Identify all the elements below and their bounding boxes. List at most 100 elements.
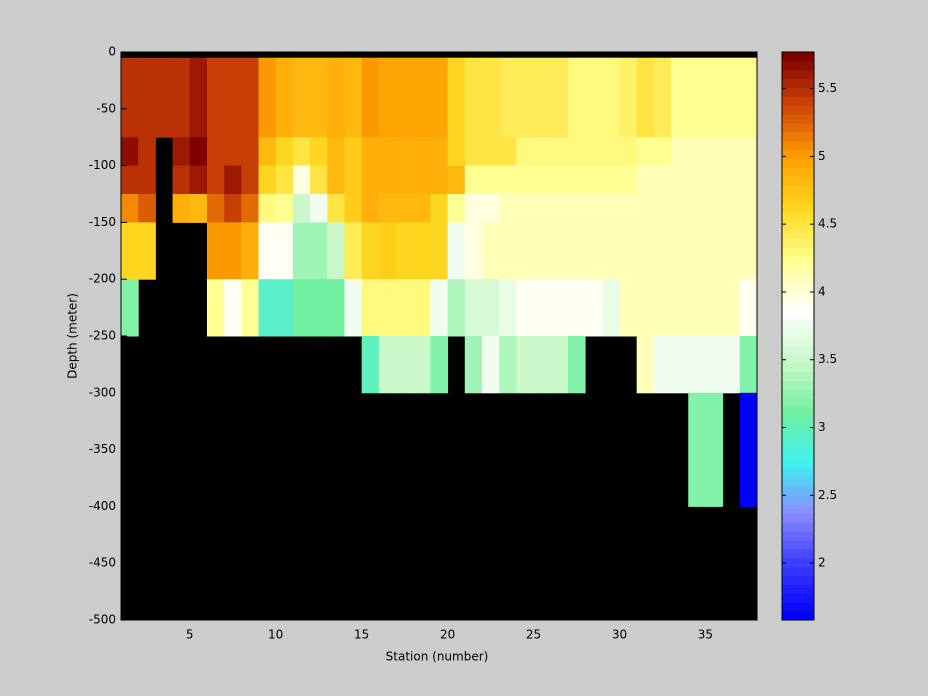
heatmap-cell — [739, 165, 758, 195]
heatmap-cell — [567, 279, 586, 337]
heatmap-cell — [516, 137, 535, 167]
heatmap-cell — [722, 279, 741, 337]
colorbar-swatch — [782, 486, 814, 497]
heatmap-cell — [155, 57, 174, 138]
heatmap-cell — [447, 57, 466, 138]
heatmap-cell — [533, 165, 552, 195]
colorbar-swatch — [782, 451, 814, 461]
x-tick-label: 15 — [354, 628, 369, 642]
heatmap-cell — [189, 137, 208, 167]
heatmap-cell — [619, 57, 638, 138]
colorbar-swatch — [782, 140, 814, 151]
heatmap-cell — [481, 222, 500, 280]
heatmap-cell — [671, 279, 689, 337]
colorbar-swatch — [782, 282, 814, 293]
colorbar-swatch — [782, 504, 814, 514]
heatmap-cell — [636, 279, 655, 337]
heatmap-cell — [275, 165, 294, 195]
heatmap-cell — [275, 194, 294, 223]
heatmap-cell — [550, 137, 569, 167]
heatmap-cell — [310, 57, 328, 138]
heatmap-cell — [241, 165, 260, 195]
heatmap-cell — [172, 165, 191, 195]
heatmap-cell — [705, 137, 724, 167]
colorbar-swatch — [782, 256, 814, 266]
colorbar-swatch — [782, 478, 814, 488]
y-axis-label: Depth (meter) — [66, 293, 80, 379]
heatmap-cell — [396, 194, 414, 223]
heatmap-cell — [705, 165, 724, 195]
heatmap-cell — [739, 279, 758, 337]
heatmap-cell — [688, 222, 706, 280]
colorbar-swatch — [782, 78, 814, 88]
heatmap-cell — [464, 165, 483, 195]
colorbar-frame — [781, 51, 815, 621]
heatmap-cell — [224, 194, 242, 223]
heatmap-cell — [636, 137, 655, 167]
heatmap-cell — [430, 336, 449, 394]
heatmap-cell — [464, 279, 483, 337]
heatmap-cell — [585, 137, 603, 167]
colorbar-swatch — [782, 327, 814, 337]
x-axis-label: Station (number) — [386, 650, 489, 664]
heatmap-cell — [567, 336, 586, 394]
heatmap-cell — [516, 279, 535, 337]
heatmap-cell — [705, 392, 724, 507]
heatmap-cell — [224, 222, 242, 280]
heatmap-cell — [567, 194, 586, 223]
heatmap-cell — [739, 336, 758, 394]
colorbar-swatch — [782, 344, 814, 355]
heatmap-cell — [327, 57, 345, 138]
heatmap-cell — [722, 194, 741, 223]
colorbar-swatch — [782, 211, 814, 222]
heatmap-cell — [258, 279, 277, 337]
heatmap-cell — [378, 57, 397, 138]
heatmap-cell — [189, 57, 208, 138]
heatmap-cell — [378, 137, 397, 167]
heatmap-cell — [550, 336, 569, 394]
heatmap-cell — [327, 222, 345, 280]
colorbar-swatch — [782, 522, 814, 532]
heatmap-cell — [361, 194, 380, 223]
heatmap-cell — [653, 336, 672, 394]
heatmap-cell — [567, 165, 586, 195]
heatmap-cell — [275, 222, 294, 280]
colorbar-swatch — [782, 318, 814, 328]
heatmap-cell — [121, 194, 139, 223]
heatmap-cell — [138, 165, 156, 195]
heatmap-cell — [481, 336, 500, 394]
heatmap-cell — [464, 336, 483, 394]
heatmap-cell — [636, 336, 655, 394]
colorbar-tick-label: 2.5 — [818, 488, 837, 502]
colorbar-swatch — [782, 415, 814, 426]
colorbar-tick-label: 3.5 — [818, 352, 837, 366]
heatmap-cell — [585, 222, 603, 280]
heatmap-cell — [206, 222, 225, 280]
colorbar-swatch — [782, 549, 814, 559]
heatmap-cell — [189, 194, 208, 223]
heatmap-cell — [705, 279, 724, 337]
y-tick-label: -100 — [89, 158, 116, 172]
heatmap-cell — [344, 194, 363, 223]
heatmap-cell — [361, 279, 380, 337]
heatmap-cell — [481, 279, 500, 337]
heatmap-cell — [310, 165, 328, 195]
heatmap-cell — [206, 194, 225, 223]
heatmap-cell — [275, 137, 294, 167]
heatmap-cell — [378, 279, 397, 337]
x-tick-label: 25 — [526, 628, 541, 642]
colorbar-swatch — [782, 424, 814, 435]
heatmap-cell — [739, 222, 758, 280]
heatmap-cell — [739, 57, 758, 138]
y-tick-label: -200 — [89, 272, 116, 286]
heatmap-cell — [550, 279, 569, 337]
colorbar-swatch — [782, 513, 814, 523]
heatmap-cell — [310, 194, 328, 223]
colorbar-swatch — [782, 202, 814, 213]
heatmap-cell — [464, 194, 483, 223]
heatmap-cell — [619, 194, 638, 223]
heatmap-cell — [310, 137, 328, 167]
heatmap-cell — [499, 279, 517, 337]
heatmap-cell — [310, 279, 328, 337]
